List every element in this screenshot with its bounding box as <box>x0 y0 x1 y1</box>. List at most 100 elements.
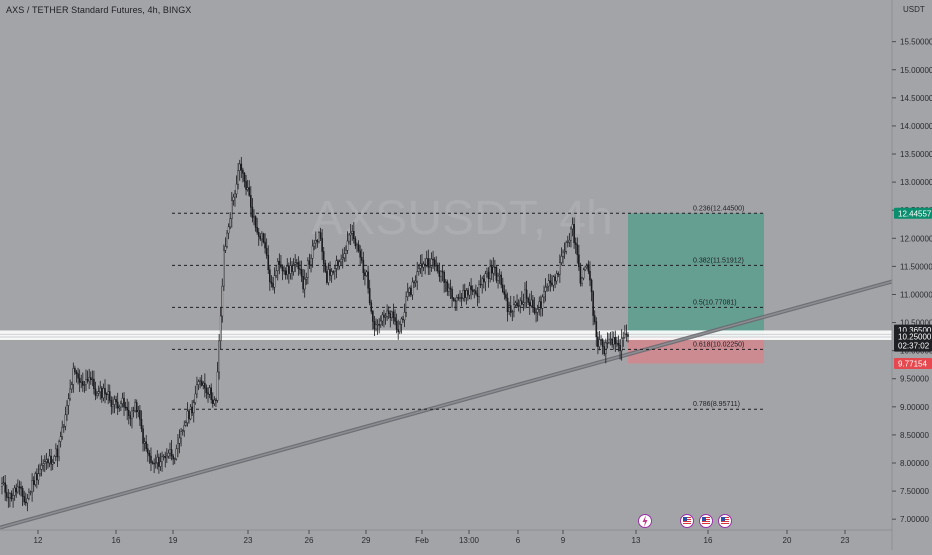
candle-up <box>66 405 68 416</box>
candle-down <box>490 266 493 274</box>
candle-down <box>533 306 536 313</box>
candle-down <box>7 496 10 499</box>
candle-up <box>541 296 544 309</box>
support-zone[interactable] <box>0 330 892 340</box>
candle-up <box>70 384 73 390</box>
candle-down <box>240 163 243 171</box>
stop-price-tag-bg <box>894 357 932 369</box>
current-price-tag-text: 10.36500 <box>898 326 932 335</box>
candle-up <box>253 216 255 218</box>
candle-up <box>418 268 420 272</box>
flag-canton <box>683 517 687 521</box>
candle-up <box>310 258 312 265</box>
candle-down <box>257 232 260 237</box>
candle-down <box>360 256 363 261</box>
candle-up <box>286 265 289 276</box>
candle-down <box>288 265 290 274</box>
candle-down <box>532 299 534 308</box>
us-flag-icon[interactable] <box>718 514 732 528</box>
candle-up <box>381 314 384 322</box>
candle-down <box>200 380 203 386</box>
candle-up <box>465 290 468 298</box>
candle-up <box>624 333 626 338</box>
candle-down <box>593 315 596 322</box>
candle-up <box>429 266 431 268</box>
us-flag-icon[interactable] <box>699 514 713 528</box>
candle-down <box>267 254 270 271</box>
candle-up <box>237 170 239 185</box>
candle-down <box>454 300 457 302</box>
candle-up <box>194 393 197 403</box>
candle-up <box>546 285 548 288</box>
stop-price-tag[interactable]: 9.77154 <box>894 357 932 369</box>
target-price-tag[interactable]: 12.44557 <box>894 207 932 219</box>
x-tick-label: 23 <box>244 536 253 545</box>
flag-stripe <box>721 523 729 524</box>
candle-down <box>503 291 506 295</box>
candle-down <box>18 486 21 488</box>
candle-down <box>36 473 38 481</box>
candle-down <box>319 232 322 239</box>
candle-up <box>167 452 170 457</box>
candle-down <box>625 333 628 335</box>
candle-up <box>246 187 249 190</box>
y-tick-label: 15.00000 <box>900 66 932 75</box>
target-zone[interactable] <box>628 213 764 337</box>
lightning-icon[interactable] <box>638 514 652 528</box>
candle-up <box>159 461 162 467</box>
candle-down <box>110 400 113 407</box>
candle-down <box>251 206 254 218</box>
flag-stripe <box>702 521 710 522</box>
candle-up <box>85 379 87 385</box>
candle-up <box>384 316 387 318</box>
candle-up <box>489 266 491 279</box>
candle-down <box>272 283 274 288</box>
candle-up <box>468 285 471 296</box>
y-axis-unit-label: USDT <box>903 5 925 14</box>
candle-up <box>405 296 407 313</box>
candle-up <box>48 455 51 464</box>
candle-up <box>365 271 368 276</box>
chart-watermark: AXSUSDT, 4h <box>311 192 612 245</box>
candle-up <box>91 378 94 381</box>
candle-down <box>476 293 479 297</box>
candle-up <box>584 266 587 271</box>
candle-up <box>55 448 57 457</box>
candle-down <box>392 311 395 318</box>
candle-down <box>269 269 271 283</box>
candle-up <box>229 218 232 228</box>
candle-down <box>270 281 273 284</box>
candle-down <box>74 368 76 373</box>
candle-up <box>376 324 379 326</box>
candle-up <box>17 486 19 493</box>
candle-down <box>397 329 400 333</box>
candle-up <box>178 437 181 444</box>
countdown-text: 02:37:02 <box>898 342 930 351</box>
candle-up <box>156 456 159 464</box>
candle-down <box>299 268 301 270</box>
candle-up <box>414 280 417 284</box>
candle-down <box>101 387 103 399</box>
candle-up <box>398 323 401 333</box>
candle-down <box>207 392 209 395</box>
candle-up <box>314 240 317 244</box>
candle-up <box>67 398 70 406</box>
y-tick-label: 14.00000 <box>900 122 932 131</box>
candle-down <box>243 173 246 182</box>
candle-up <box>563 251 566 253</box>
candle-down <box>441 271 444 273</box>
candle-down <box>259 236 262 240</box>
candle-up <box>118 406 121 409</box>
candle-down <box>614 337 617 345</box>
candle-down <box>357 244 360 252</box>
us-flag-icon[interactable] <box>680 514 694 528</box>
candle-down <box>89 377 92 381</box>
candle-down <box>281 266 284 272</box>
candle-down <box>364 272 366 276</box>
candle-up <box>161 456 163 463</box>
candle-up <box>63 426 65 428</box>
candle-up <box>582 269 585 279</box>
